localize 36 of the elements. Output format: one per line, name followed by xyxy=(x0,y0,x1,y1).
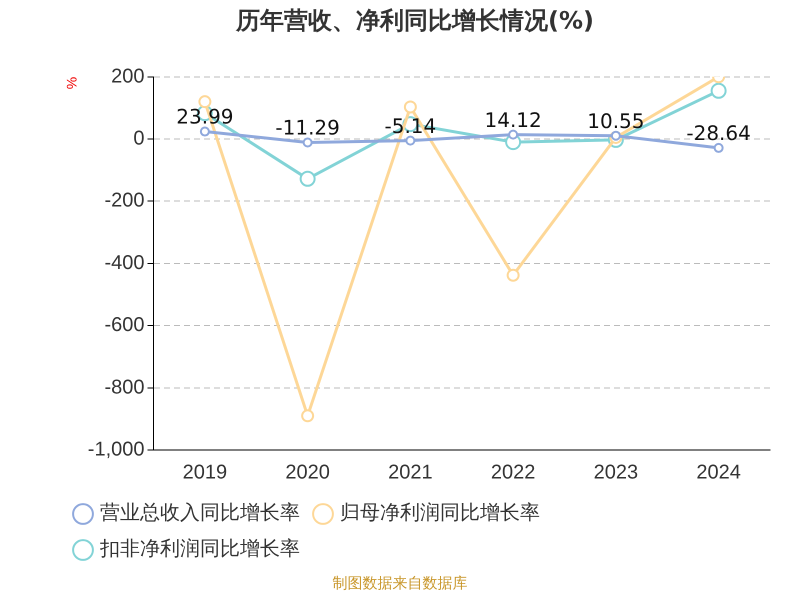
y-tick-label: -1,000 xyxy=(88,438,145,461)
x-tick-label: 2021 xyxy=(388,462,433,484)
y-tick-label: -200 xyxy=(104,190,145,212)
y-tick-label: -400 xyxy=(104,252,145,274)
data-label: -5.14 xyxy=(384,114,436,138)
point xyxy=(302,138,313,148)
x-tick-label: 2020 xyxy=(285,462,330,484)
data-label: 10.55 xyxy=(587,108,645,133)
point xyxy=(506,268,520,282)
legend-label: 营业总收入同比增长率 xyxy=(100,500,300,524)
point xyxy=(714,142,724,153)
point xyxy=(405,136,416,146)
point xyxy=(300,170,316,187)
y-tick-label: 200 xyxy=(111,65,145,88)
x-tick-label: 2022 xyxy=(490,462,536,484)
y-tick-label: 0 xyxy=(133,128,145,150)
point xyxy=(200,126,210,137)
text: 制图数据来自数据库 xyxy=(332,574,468,593)
legend-label: 归母净利润同比增长率 xyxy=(340,500,540,524)
chart-title: 历年营收、净利同比增长情况(%) xyxy=(235,6,594,35)
x-tick-label: 2023 xyxy=(594,462,638,484)
x-tick-label: 2024 xyxy=(696,462,741,484)
point xyxy=(198,95,212,108)
point xyxy=(508,130,518,140)
data-label: 14.12 xyxy=(484,108,542,132)
y-tick-label: -800 xyxy=(104,376,145,398)
point xyxy=(301,409,314,422)
y-axis-title: % xyxy=(63,76,80,90)
y-tick-label: -600 xyxy=(104,314,145,336)
legend-label: 扣非净利润同比增长率 xyxy=(99,536,300,560)
data-label: -28.64 xyxy=(686,121,751,146)
data-label: -11.29 xyxy=(275,116,340,140)
point xyxy=(710,82,727,99)
x-tick-label: 2019 xyxy=(182,462,228,484)
data-label: 23.99 xyxy=(176,104,234,129)
point xyxy=(404,100,417,114)
